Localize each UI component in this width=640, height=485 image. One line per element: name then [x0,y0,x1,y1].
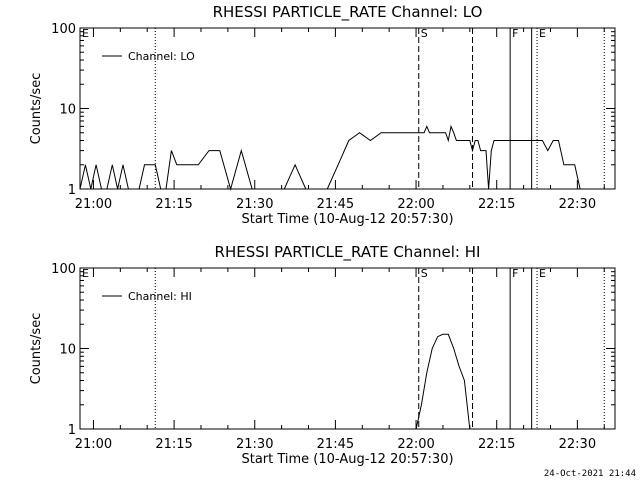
annotation-label: E [82,27,89,40]
annotation-label: E [82,267,89,280]
y-tick-label: 1 [68,423,76,438]
x-tick-label: 22:30 [559,197,596,212]
x-axis-label: Start Time (10-Aug-12 20:57:30) [241,212,453,227]
y-axis-label: Counts/sec [29,73,44,145]
y-tick-label: 100 [51,22,76,37]
series-line [79,124,597,191]
panel-lo: RHESSI PARTICLE_RATE Channel: LO Counts/s… [29,3,616,227]
chart-title: RHESSI PARTICLE_RATE Channel: LO [213,3,483,22]
x-tick-label: 22:15 [478,437,515,452]
x-tick-label: 22:00 [397,437,434,452]
annotation-label: E [539,27,546,40]
x-tick-label: 22:00 [397,197,434,212]
annotation-label: S [421,27,428,40]
x-tick-label: 21:30 [236,437,273,452]
y-tick-label: 10 [59,343,76,358]
legend-entry: Channel: HI [128,290,192,303]
y-tick-label: 1 [68,183,76,198]
series-line [415,333,471,430]
x-tick-label: 21:30 [236,197,273,212]
chart-title: RHESSI PARTICLE_RATE Channel: HI [215,243,481,262]
legend-entry: Channel: LO [128,50,195,63]
annotation-label: E [539,267,546,280]
x-tick-label: 21:15 [155,197,192,212]
annotation-label: F [512,27,518,40]
x-tick-label: 21:45 [317,197,354,212]
footer-timestamp: 24-Oct-2021 21:44 [543,469,636,479]
x-tick-label: 21:00 [75,437,112,452]
y-tick-label: 10 [59,103,76,118]
annotation-label: S [421,267,428,280]
x-tick-label: 22:15 [478,197,515,212]
x-tick-label: 21:15 [155,437,192,452]
x-tick-label: 21:00 [75,197,112,212]
x-tick-label: 22:30 [559,437,596,452]
annotation-label: F [512,267,518,280]
x-tick-label: 21:45 [317,437,354,452]
x-axis-label: Start Time (10-Aug-12 20:57:30) [241,452,453,467]
y-axis-label: Counts/sec [29,313,44,385]
y-tick-label: 100 [51,262,76,277]
panel-hi: RHESSI PARTICLE_RATE Channel: HI Counts/s… [29,243,616,467]
